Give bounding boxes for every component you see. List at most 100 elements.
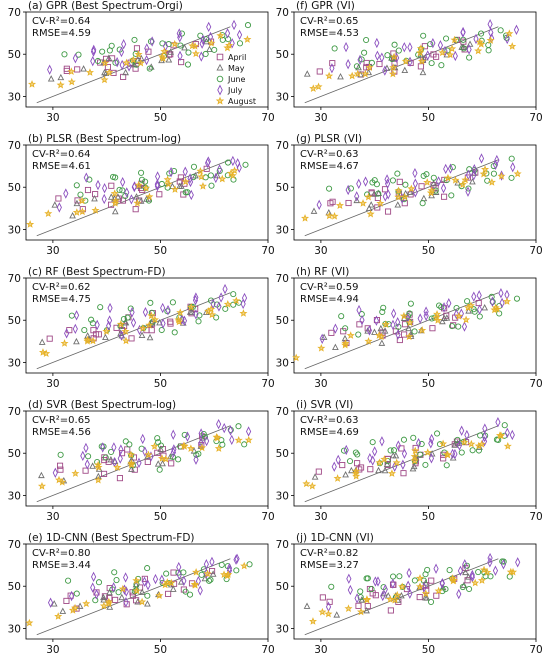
data-point xyxy=(102,327,111,335)
data-point xyxy=(499,558,506,565)
data-point xyxy=(167,320,174,327)
data-point xyxy=(222,305,229,312)
data-point xyxy=(444,47,451,54)
x-tick-label: 50 xyxy=(154,112,167,124)
data-point xyxy=(425,50,431,61)
data-point xyxy=(171,329,178,336)
data-point xyxy=(111,569,118,576)
data-point xyxy=(471,308,478,315)
data-point xyxy=(309,84,318,92)
data-point xyxy=(449,164,456,171)
data-point xyxy=(458,449,465,456)
data-point xyxy=(357,607,366,616)
data-point xyxy=(432,313,441,322)
data-point xyxy=(418,183,425,190)
data-point xyxy=(155,171,161,182)
data-point xyxy=(211,46,218,53)
data-point xyxy=(133,198,142,207)
data-point xyxy=(443,462,450,469)
data-point xyxy=(57,73,65,81)
data-point xyxy=(154,449,161,456)
data-point xyxy=(500,559,507,570)
data-point xyxy=(343,444,349,456)
data-point xyxy=(420,194,428,202)
data-point xyxy=(356,178,362,189)
one-to-one-line xyxy=(36,292,231,370)
data-point xyxy=(122,58,131,67)
data-point xyxy=(144,458,151,465)
data-point xyxy=(390,319,396,331)
data-point xyxy=(345,199,352,207)
data-point xyxy=(456,440,463,451)
stat-text: RMSE=4.67 xyxy=(300,161,359,172)
data-point xyxy=(315,468,322,475)
data-point xyxy=(308,617,317,625)
data-point xyxy=(144,592,151,599)
data-point xyxy=(156,466,163,473)
data-point xyxy=(401,42,407,53)
data-point xyxy=(176,308,185,316)
y-tick-label: 50 xyxy=(8,182,21,194)
legend-marker xyxy=(215,96,225,105)
y-tick-label: 70 xyxy=(8,539,21,551)
data-point xyxy=(365,204,373,212)
data-point xyxy=(246,561,253,568)
data-point xyxy=(233,567,240,574)
data-point xyxy=(216,31,225,40)
data-point xyxy=(157,445,165,452)
data-point xyxy=(123,596,129,608)
data-point xyxy=(176,182,183,189)
data-point xyxy=(490,170,497,177)
data-point xyxy=(356,304,362,316)
data-point xyxy=(198,181,207,190)
data-point xyxy=(134,180,143,189)
data-point xyxy=(430,37,436,49)
x-tick-label: 30 xyxy=(46,511,59,523)
stat-text: RMSE=4.75 xyxy=(32,294,91,305)
data-point xyxy=(398,592,405,599)
data-point xyxy=(379,52,385,63)
legend-label: August xyxy=(228,97,256,106)
data-point xyxy=(370,455,376,466)
y-tick-label: 30 xyxy=(276,91,289,103)
data-point xyxy=(452,50,458,62)
data-point xyxy=(244,435,253,444)
data-point xyxy=(232,296,241,305)
data-point xyxy=(91,194,98,202)
x-tick-label: 30 xyxy=(314,245,327,257)
data-point xyxy=(114,57,120,68)
data-point xyxy=(80,450,86,462)
x-tick-label: 70 xyxy=(529,644,542,656)
panel-title: (d) SVR (Best Spectrum-log) xyxy=(28,399,176,411)
data-point xyxy=(146,333,154,341)
data-point xyxy=(112,59,119,66)
data-point xyxy=(358,56,365,63)
stat-text: CV-R²=0.63 xyxy=(300,415,358,426)
data-point xyxy=(170,429,176,440)
data-point xyxy=(460,437,469,446)
data-point xyxy=(423,310,429,321)
data-point xyxy=(451,441,459,448)
data-point xyxy=(352,472,361,480)
data-point xyxy=(121,39,127,50)
data-point xyxy=(373,181,380,188)
x-tick-label: 30 xyxy=(314,644,327,656)
data-point xyxy=(346,573,352,584)
x-tick-label: 30 xyxy=(46,245,59,257)
data-point xyxy=(504,33,510,45)
data-point xyxy=(56,462,64,469)
data-point xyxy=(384,208,392,215)
data-point xyxy=(94,475,103,484)
data-point xyxy=(367,466,374,473)
stat-text: CV-R²=0.64 xyxy=(32,149,90,160)
data-point xyxy=(57,466,64,473)
y-tick-label: 50 xyxy=(8,448,21,460)
data-point xyxy=(92,597,99,604)
data-point xyxy=(359,199,368,207)
data-point xyxy=(118,330,125,341)
data-point xyxy=(390,578,396,589)
data-point xyxy=(73,199,81,207)
data-point xyxy=(111,442,117,453)
data-point xyxy=(509,567,518,576)
data-point xyxy=(72,53,78,64)
